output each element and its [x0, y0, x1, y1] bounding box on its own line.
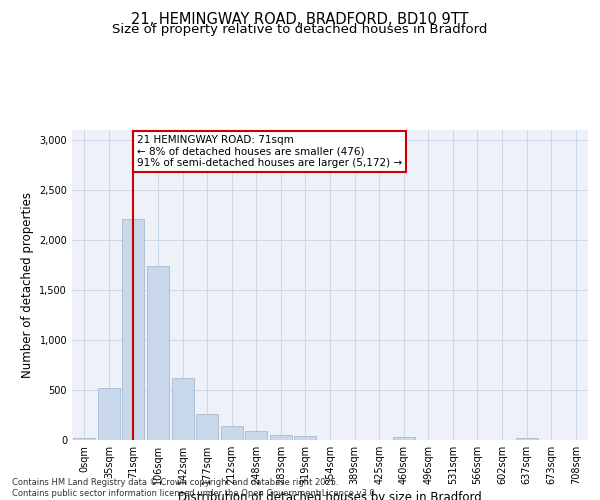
- Bar: [147, 266, 169, 440]
- Bar: [245, 431, 268, 440]
- Bar: [172, 378, 194, 440]
- Bar: [392, 437, 415, 440]
- Bar: [98, 388, 120, 440]
- Text: Size of property relative to detached houses in Bradford: Size of property relative to detached ho…: [112, 22, 488, 36]
- Bar: [221, 426, 243, 440]
- Bar: [196, 414, 218, 440]
- Text: 21, HEMINGWAY ROAD, BRADFORD, BD10 9TT: 21, HEMINGWAY ROAD, BRADFORD, BD10 9TT: [131, 12, 469, 28]
- Bar: [270, 434, 292, 440]
- Text: Contains HM Land Registry data © Crown copyright and database right 2025.
Contai: Contains HM Land Registry data © Crown c…: [12, 478, 377, 498]
- X-axis label: Distribution of detached houses by size in Bradford: Distribution of detached houses by size …: [178, 491, 482, 500]
- Bar: [515, 438, 538, 440]
- Y-axis label: Number of detached properties: Number of detached properties: [21, 192, 34, 378]
- Text: 21 HEMINGWAY ROAD: 71sqm
← 8% of detached houses are smaller (476)
91% of semi-d: 21 HEMINGWAY ROAD: 71sqm ← 8% of detache…: [137, 135, 402, 168]
- Bar: [73, 438, 95, 440]
- Bar: [122, 219, 145, 440]
- Bar: [295, 436, 316, 440]
